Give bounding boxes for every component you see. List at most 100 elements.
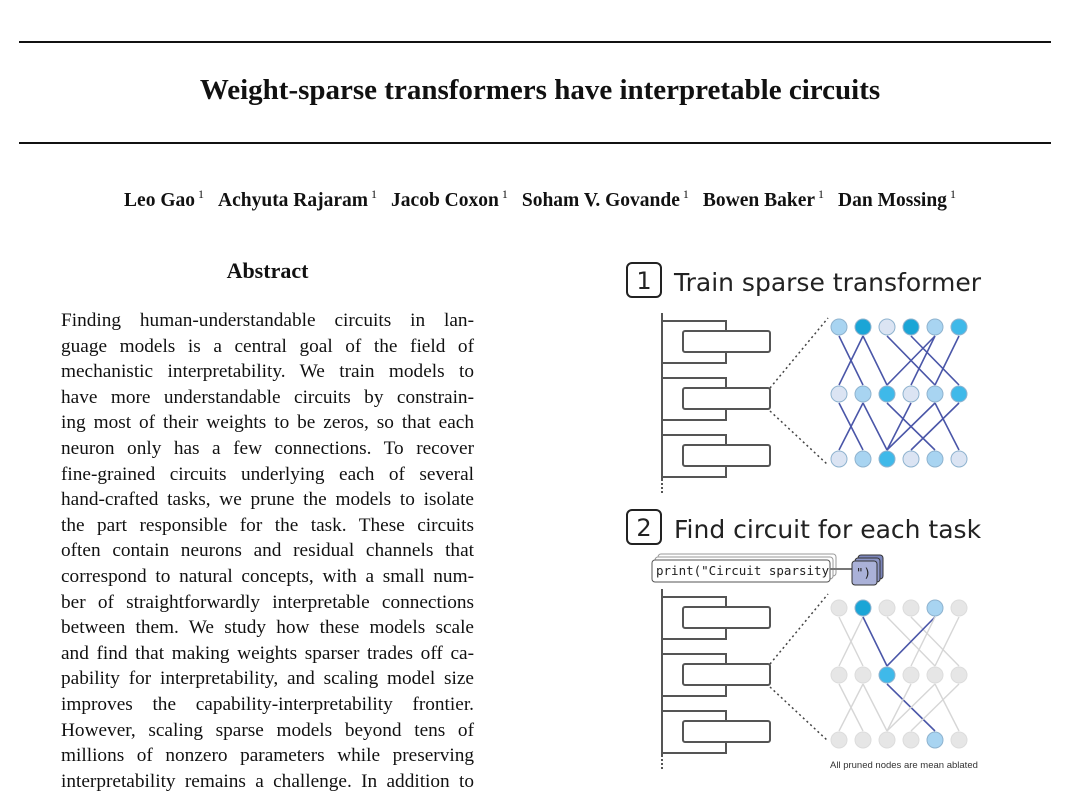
neuron-node	[878, 318, 896, 336]
layer-block	[682, 444, 771, 467]
abstract-line: ing most of their weights to be zeros, s…	[61, 412, 474, 434]
author-affiliation: 1	[198, 187, 205, 201]
pruned-edge	[910, 616, 936, 667]
pruned-node	[926, 666, 944, 684]
abstract-heading: Abstract	[226, 258, 309, 283]
neuron-node	[902, 450, 920, 468]
author: Soham V. Govande 1	[521, 187, 689, 211]
weight-edge	[862, 616, 888, 667]
code-completion-text: ")	[856, 565, 871, 580]
author: Dan Mossing 1	[838, 187, 956, 211]
pruned-edge	[838, 683, 864, 732]
neuron-node	[878, 666, 896, 684]
layer-block	[682, 663, 771, 686]
author: Jacob Coxon 1	[391, 187, 508, 211]
author-affiliation: 1	[818, 187, 825, 201]
neuron-node	[926, 450, 944, 468]
pruned-node	[830, 599, 848, 617]
abstract-line: often contain neurons and residual chann…	[61, 540, 474, 562]
pruned-node	[830, 666, 848, 684]
pruned-node	[950, 731, 968, 749]
abstract-line: millions of nonzero parameters while pre…	[61, 745, 474, 767]
neuron-node	[878, 385, 896, 403]
step1-title: Train sparse transformer	[673, 268, 982, 297]
neuron-node	[902, 385, 920, 403]
author-name: Jacob Coxon	[391, 189, 499, 211]
abstract-line: pability for interpretability, and scali…	[61, 668, 474, 690]
author-list: Leo Gao 1 Achyuta Rajaram 1 Jacob Coxon 1 Soha…	[0, 187, 1080, 212]
pruned-node	[950, 666, 968, 684]
pruned-edge	[934, 683, 960, 732]
step2-number: 2	[636, 514, 651, 542]
abstract-line: have more understandable circuits by con…	[61, 386, 474, 408]
weight-edge	[838, 402, 864, 451]
pruned-node	[902, 599, 920, 617]
pruned-edge	[838, 616, 864, 667]
weight-edge	[886, 402, 912, 451]
abstract-line: and find that making weights sparser tra…	[61, 642, 474, 664]
abstract-line: ber of straightforwardly interpretable c…	[61, 591, 474, 613]
abstract-line: hand-crafted tasks, we prune the models …	[61, 489, 474, 511]
layer-block	[682, 606, 771, 629]
neuron-node	[950, 318, 968, 336]
pruned-edge	[910, 616, 960, 667]
neuron-node	[854, 599, 872, 617]
abstract-line: mechanistic interpretability. We train m…	[61, 361, 474, 383]
author-name: Soham V. Govande	[521, 189, 680, 211]
neuron-node	[830, 385, 848, 403]
abstract-line: Finding human-understandable circuits in…	[61, 310, 474, 331]
abstract-line: guage models is a central goal of the fi…	[61, 335, 474, 357]
step1-number-box	[626, 262, 662, 298]
neuron-node	[926, 385, 944, 403]
neuron-node	[902, 318, 920, 336]
pruned-node	[902, 666, 920, 684]
neuron-node	[854, 318, 872, 336]
neuron-node	[926, 599, 944, 617]
weight-edge	[910, 335, 936, 386]
neuron-node	[854, 385, 872, 403]
zoom-guide-line	[769, 410, 829, 466]
pruned-node	[854, 731, 872, 749]
pruned-node	[902, 731, 920, 749]
weight-edge	[934, 335, 960, 386]
step1-number: 1	[636, 267, 651, 295]
zoom-guide-line	[769, 686, 829, 742]
zoom-guide-line	[769, 317, 829, 389]
weight-edge	[934, 402, 960, 451]
weight-edge	[862, 335, 888, 386]
neuron-node	[950, 450, 968, 468]
step2-title: Find circuit for each task	[674, 515, 982, 544]
weight-edge	[886, 335, 936, 386]
weight-edge	[862, 402, 888, 451]
pruned-node	[830, 731, 848, 749]
pruned-edge	[934, 616, 960, 667]
author-name: Leo Gao	[124, 189, 196, 211]
pruned-edge	[910, 683, 960, 732]
neuron-node	[950, 385, 968, 403]
network-diagram-1	[661, 313, 968, 495]
layer-block	[682, 330, 771, 353]
neuron-node	[854, 450, 872, 468]
author-name: Dan Mossing	[838, 189, 947, 211]
author-affiliation: 1	[682, 187, 689, 201]
pruned-edge	[886, 683, 936, 732]
author: Achyuta Rajaram 1	[218, 187, 378, 211]
step1-header: 1 Train sparse transformer	[626, 262, 982, 298]
weight-edge	[910, 335, 960, 386]
neuron-node	[830, 318, 848, 336]
abstract-line: However, scaling sparse models beyond te…	[61, 719, 474, 741]
layer-block	[682, 387, 771, 410]
pruned-node	[878, 731, 896, 749]
step2-number-box	[626, 509, 662, 545]
author: Bowen Baker 1	[702, 187, 825, 211]
author-name: Achyuta Rajaram	[218, 189, 369, 211]
zoom-guide-line	[769, 593, 829, 665]
author-name: Bowen Baker	[702, 189, 816, 211]
abstract-line: improves the capability-interpretability…	[61, 693, 474, 715]
neuron-node	[830, 450, 848, 468]
author-affiliation: 1	[949, 187, 956, 201]
author-affiliation: 1	[371, 187, 378, 201]
pruned-node	[854, 666, 872, 684]
neuron-node	[926, 731, 944, 749]
